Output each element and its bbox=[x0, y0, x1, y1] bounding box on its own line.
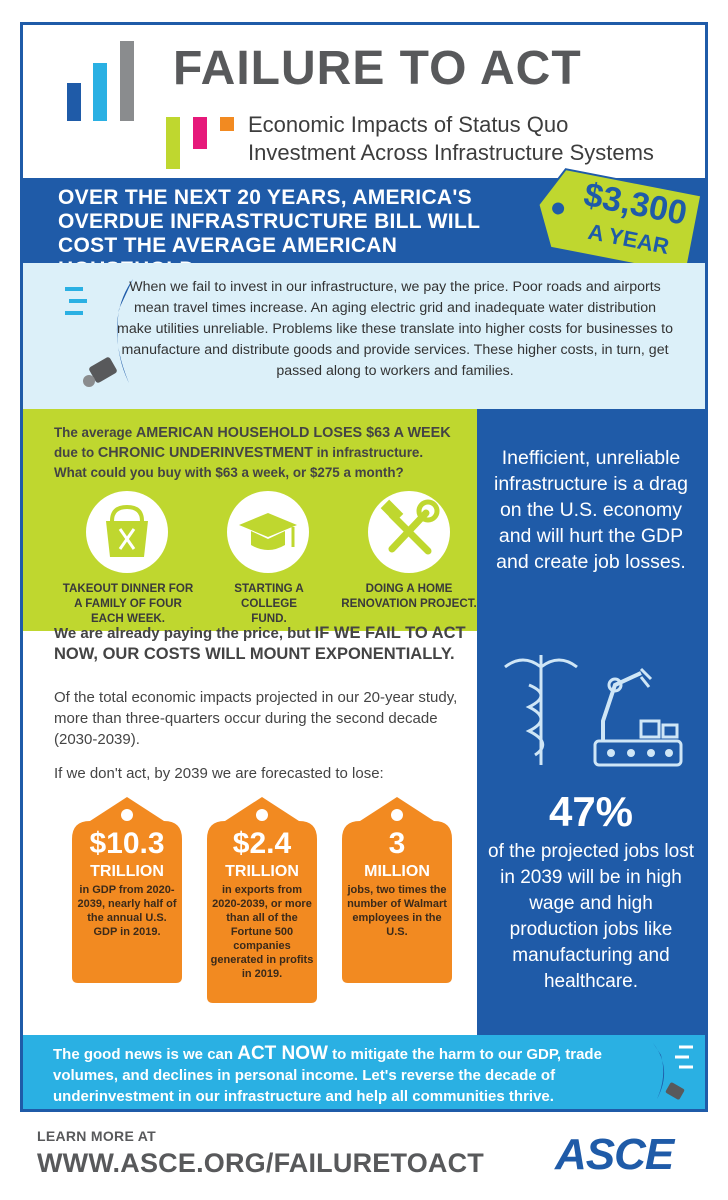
tag-jobs-desc: jobs, two times the number of Walmart em… bbox=[347, 884, 447, 938]
household-section: The average AMERICAN HOUSEHOLD LOSES $63… bbox=[23, 409, 477, 631]
intro-section: When we fail to invest in our infrastruc… bbox=[23, 263, 705, 409]
good-news-post: to mitigate the harm to our GDP, trade v… bbox=[53, 1046, 602, 1105]
bar-light-blue bbox=[93, 63, 107, 121]
good-news-pre: The good news is we can bbox=[53, 1046, 238, 1063]
intro-text: When we fail to invest in our infrastruc… bbox=[117, 279, 673, 379]
household-text: The average AMERICAN HOUSEHOLD LOSES $63… bbox=[54, 423, 464, 482]
impact-lead-pre: We are already paying the price, but bbox=[54, 625, 315, 642]
jobs-stat-value: 47% bbox=[548, 788, 634, 835]
asce-logo: ASCE bbox=[555, 1130, 674, 1179]
tag-exports-unit: TRILLION bbox=[225, 863, 299, 880]
caption-college: STARTING A COLLEGE FUND. bbox=[234, 582, 304, 625]
subtitle-line2: Investment Across Infrastructure Systems bbox=[248, 140, 654, 165]
impact-lead: We are already paying the price, but IF … bbox=[54, 623, 474, 665]
tag-gdp: $10.3 TRILLION in GDP from 2020-2039, ne… bbox=[66, 795, 188, 985]
jobs-stat-text: of the projected jobs lost in 2039 will … bbox=[488, 841, 694, 992]
tag-exports: $2.4 TRILLION in exports from 2020-2039,… bbox=[201, 795, 323, 1003]
price-tag: $3,300 A YEAR bbox=[528, 159, 708, 281]
tools-icon bbox=[380, 499, 440, 555]
speed-gauge-icon bbox=[65, 279, 133, 387]
impact-forecast: If we don't act, by 2039 we are forecast… bbox=[54, 765, 384, 782]
learn-more-label: LEARN MORE AT bbox=[37, 1128, 157, 1144]
price-tag-shape bbox=[537, 168, 703, 276]
tag-jobs-value: 3 bbox=[388, 827, 406, 860]
healthcare-manufacturing-icon bbox=[504, 655, 683, 767]
bar-gray bbox=[120, 41, 134, 121]
bar-dark-blue bbox=[67, 83, 81, 121]
infographic-frame: FAILURE TO ACT Economic Impacts of Statu… bbox=[20, 22, 708, 1112]
good-news-em: ACT NOW bbox=[237, 1043, 328, 1064]
banner-line2: OVERDUE INFRASTRUCTURE BILL WILL bbox=[58, 210, 481, 233]
bar-lime bbox=[166, 117, 180, 169]
bar-pink bbox=[193, 117, 207, 149]
subtitle-line1: Economic Impacts of Status Quo bbox=[248, 112, 569, 137]
takeout-bag-icon bbox=[106, 504, 148, 557]
renovation-circle bbox=[368, 491, 450, 573]
hh-line3: What could you buy with $63 a week, or $… bbox=[54, 465, 404, 480]
hh-line2-post: in infrastructure. bbox=[312, 445, 424, 460]
tag-gdp-unit: TRILLION bbox=[90, 863, 164, 880]
page-subtitle: Economic Impacts of Status Quo Investmen… bbox=[248, 111, 698, 167]
tag-jobs-unit: MILLION bbox=[364, 863, 430, 880]
economy-statement: Inefficient, unreliable infrastructure i… bbox=[493, 447, 688, 573]
impact-body: Of the total economic impacts projected … bbox=[54, 689, 458, 748]
page-title: FAILURE TO ACT bbox=[173, 42, 582, 95]
header: FAILURE TO ACT Economic Impacts of Statu… bbox=[23, 25, 705, 190]
tag-jobs: 3 MILLION jobs, two times the number of … bbox=[336, 795, 458, 985]
tag-exports-shape bbox=[207, 797, 317, 1003]
economy-panel: Inefficient, unreliable infrastructure i… bbox=[477, 409, 705, 1035]
learn-more-url[interactable]: WWW.ASCE.ORG/FAILURETOACT bbox=[37, 1148, 484, 1178]
tag-gdp-desc: in GDP from 2020-2039, nearly half of th… bbox=[77, 884, 177, 938]
caption-takeout: TAKEOUT DINNER FOR A FAMILY OF FOUR EACH… bbox=[62, 582, 194, 625]
hh-line2-em: CHRONIC UNDERINVESTMENT bbox=[97, 445, 313, 461]
tag-exports-value: $2.4 bbox=[232, 827, 292, 860]
tag-gdp-shape bbox=[72, 797, 182, 983]
banner-line1: OVER THE NEXT 20 YEARS, AMERICA'S bbox=[58, 186, 472, 209]
speed-gauge-icon-small bbox=[653, 1043, 693, 1100]
good-news-section: The good news is we can ACT NOW to mitig… bbox=[23, 1035, 705, 1109]
graduation-cap-icon bbox=[239, 513, 297, 550]
hh-line1-pre: The average bbox=[54, 425, 136, 440]
caption-renovation: DOING A HOME RENOVATION PROJECT. bbox=[341, 582, 477, 610]
tag-jobs-shape bbox=[342, 797, 452, 983]
tag-gdp-value: $10.3 bbox=[89, 827, 165, 860]
tag-exports-desc: in exports from 2020-2039, or more than … bbox=[210, 884, 314, 980]
hh-line1-em: AMERICAN HOUSEHOLD LOSES $63 A WEEK bbox=[135, 425, 451, 441]
hh-line2-pre: due to bbox=[54, 445, 98, 460]
takeout-circle bbox=[86, 491, 168, 573]
college-circle bbox=[227, 491, 309, 573]
bar-orange bbox=[220, 117, 234, 131]
good-news-text: The good news is we can ACT NOW to mitig… bbox=[53, 1043, 643, 1107]
impact-lead-em: IF WE FAIL TO ACT NOW, OUR COSTS WILL MO… bbox=[54, 624, 466, 663]
